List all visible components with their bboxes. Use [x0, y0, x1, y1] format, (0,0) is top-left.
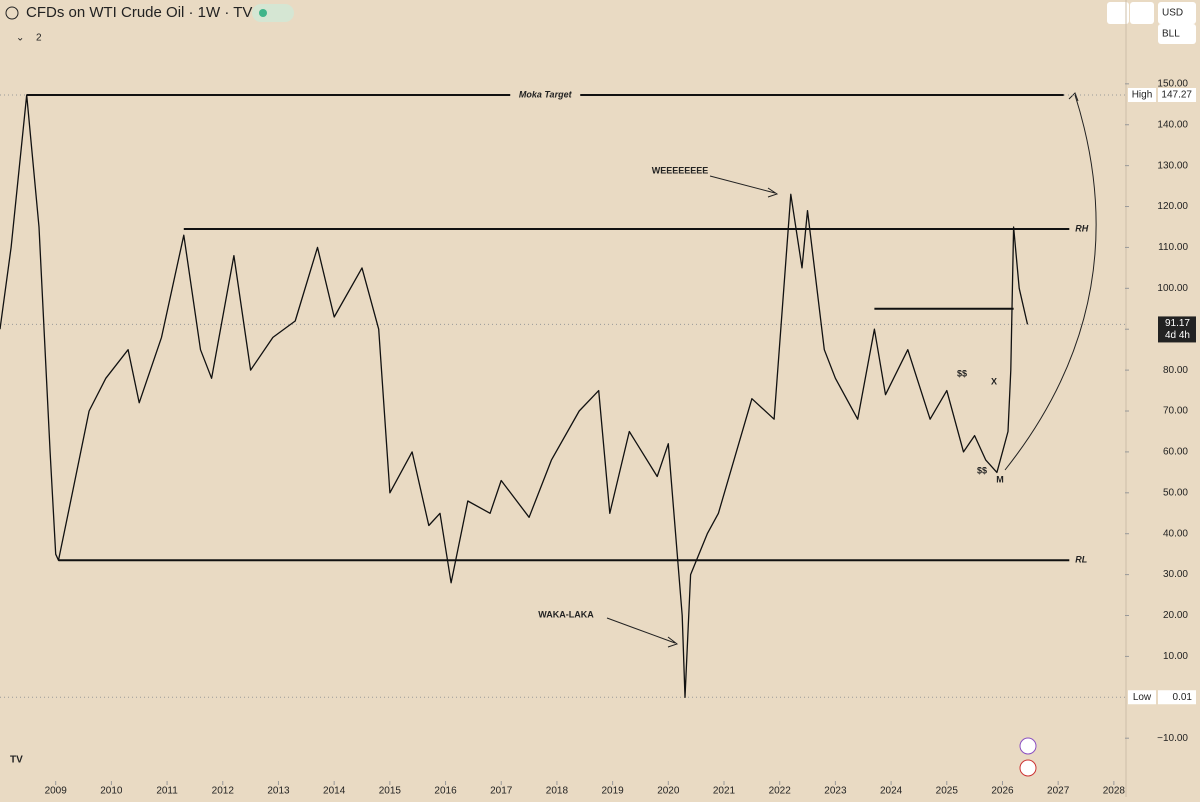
arrow [709, 175, 779, 198]
x-tick-label: 2027 [1047, 786, 1070, 797]
annotation: M [996, 474, 1004, 484]
x-tick-label: 2013 [267, 786, 290, 797]
x-tick-label: 2010 [100, 786, 123, 797]
collapse-toggle[interactable]: ⌄ [16, 33, 24, 44]
y-tick-label: 60.00 [1163, 447, 1188, 458]
x-tick-label: 2021 [713, 786, 736, 797]
level-label: Moka Target [519, 89, 573, 99]
x-tick-label: 2022 [769, 786, 792, 797]
symbol-icon [5, 6, 19, 20]
y-tick-label: 10.00 [1163, 651, 1188, 662]
label-bg [510, 88, 581, 103]
last-value: 91.17 [1165, 318, 1190, 329]
y-tick-label: 140.00 [1157, 119, 1188, 130]
high-value: 147.27 [1161, 90, 1192, 101]
x-tick-label: 2020 [657, 786, 680, 797]
tv-logo: TV [10, 755, 23, 766]
last-bg [1158, 316, 1196, 343]
x-tick-label: 2017 [490, 786, 513, 797]
x-tick-label: 2014 [323, 786, 346, 797]
x-tick-label: 2009 [45, 786, 68, 797]
y-tick-label: 120.00 [1157, 201, 1188, 212]
countdown: 4d 4h [1165, 330, 1190, 341]
event-icon[interactable] [1019, 737, 1037, 755]
low-label: Low [1133, 692, 1152, 703]
price-line [0, 94, 1029, 698]
y-tick-label: 110.00 [1158, 242, 1188, 253]
status-badge [252, 4, 294, 22]
low-value-bg [1158, 690, 1196, 705]
x-tick-label: 2015 [379, 786, 402, 797]
annotation: $$ [977, 465, 987, 475]
x-tick-label: 2028 [1103, 786, 1126, 797]
y-tick-label: 150.00 [1157, 78, 1188, 89]
arrow [606, 617, 679, 648]
currency: USD [1162, 8, 1183, 19]
x-tick-label: 2024 [880, 786, 903, 797]
unit-button[interactable] [1158, 24, 1196, 44]
annotation: WAKA-LAKA [538, 609, 594, 619]
x-tick-label: 2023 [824, 786, 847, 797]
currency-button[interactable] [1158, 2, 1196, 24]
low-label-bg [1128, 690, 1156, 705]
unit: BLL [1162, 29, 1180, 40]
download-button[interactable] [1107, 2, 1129, 24]
label-bg [1072, 553, 1090, 567]
y-tick-label: 100.00 [1157, 283, 1188, 294]
y-tick-label: 50.00 [1163, 487, 1188, 498]
high-label-bg [1128, 88, 1156, 103]
high-value-bg [1158, 88, 1196, 103]
flag-icon[interactable] [1019, 759, 1037, 777]
annotation: WEEEEEEEE [652, 165, 709, 175]
low-value: 0.01 [1173, 692, 1193, 703]
y-tick-label: 130.00 [1157, 160, 1188, 171]
y-tick-label: 70.00 [1163, 406, 1188, 417]
x-tick-label: 2012 [212, 786, 235, 797]
x-tick-label: 2018 [546, 786, 569, 797]
status-dot [259, 9, 267, 17]
high-label: High [1132, 90, 1153, 101]
y-tick-label: 80.00 [1163, 365, 1188, 376]
annotation: $$ [957, 368, 967, 378]
curved-arrow [1004, 94, 1097, 471]
x-tick-label: 2026 [991, 786, 1014, 797]
indicator-count[interactable]: 2 [36, 33, 42, 44]
chart-title: CFDs on WTI Crude Oil · 1W · TVC [26, 4, 263, 21]
x-tick-label: 2025 [936, 786, 959, 797]
y-tick-label: 40.00 [1163, 528, 1188, 539]
level-label: RL [1075, 555, 1087, 565]
y-tick-label: −10.00 [1157, 733, 1188, 744]
y-tick-label: 20.00 [1163, 610, 1188, 621]
label-bg [1072, 222, 1090, 236]
x-tick-label: 2016 [434, 786, 457, 797]
annotation: X [991, 376, 997, 386]
fullscreen-button[interactable] [1130, 2, 1154, 24]
x-tick-label: 2019 [601, 786, 624, 797]
x-tick-label: 2011 [156, 786, 178, 797]
y-tick-label: 30.00 [1163, 569, 1188, 580]
level-label: RH [1075, 223, 1088, 233]
arrow-head [1068, 92, 1079, 102]
